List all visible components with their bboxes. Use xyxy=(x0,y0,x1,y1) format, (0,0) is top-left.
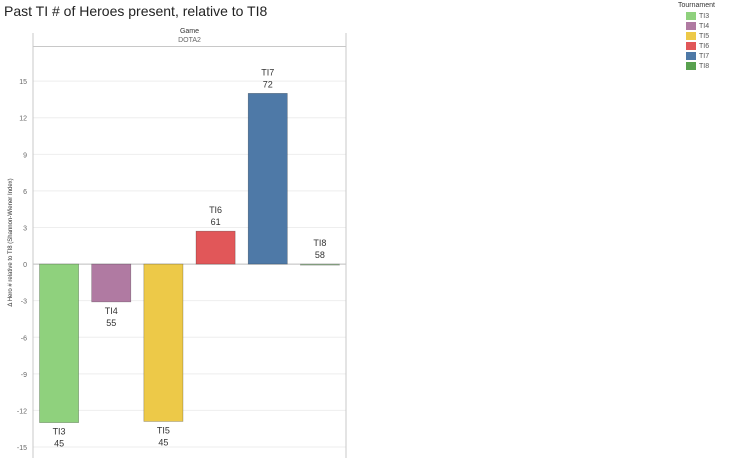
bar-ti7[interactable] xyxy=(247,93,288,265)
bar-label-name: TI7 xyxy=(261,67,274,77)
y-tick-label: -6 xyxy=(21,335,27,342)
legend-swatch xyxy=(686,22,696,30)
legend-swatch xyxy=(686,42,696,50)
bar-ti5[interactable] xyxy=(143,263,184,422)
legend-title: Tournament xyxy=(678,2,715,9)
legend-item-ti3[interactable]: TI3 xyxy=(678,11,715,21)
y-tick-label: -3 xyxy=(21,299,27,306)
chart-title: Past TI # of Heroes present, relative to… xyxy=(4,3,268,19)
bar-ti6[interactable] xyxy=(195,230,236,265)
bar-label-name: TI5 xyxy=(157,425,170,435)
column-header-value: DOTA2 xyxy=(178,37,201,44)
legend-item-ti4[interactable]: TI4 xyxy=(678,21,715,31)
legend: Tournament TI3 TI4 TI5 TI6 TI7 TI8 xyxy=(678,2,715,71)
legend-swatch xyxy=(686,52,696,60)
bar-ti4[interactable] xyxy=(91,263,132,303)
bar-label-name: TI4 xyxy=(105,306,118,316)
bar-label-count: 45 xyxy=(54,439,64,449)
bar-ti3[interactable] xyxy=(39,263,79,423)
bar-label-count: 58 xyxy=(315,250,325,260)
y-axis-label: Δ Hero # relative to TI8 (Shannon-Wiener… xyxy=(8,178,14,306)
y-tick-label: 15 xyxy=(19,79,27,86)
bar-label-count: 72 xyxy=(263,79,273,89)
legend-item-ti8[interactable]: TI8 xyxy=(678,61,715,71)
column-header: Game DOTA2 xyxy=(33,26,346,47)
legend-label: TI8 xyxy=(699,62,710,70)
legend-swatch xyxy=(686,12,696,20)
legend-label: TI3 xyxy=(699,12,710,20)
legend-label: TI6 xyxy=(699,42,710,50)
bar-label-count: 55 xyxy=(106,318,116,328)
bar-label-name: TI8 xyxy=(313,238,326,248)
bar-label-count: 61 xyxy=(211,217,221,227)
legend-label: TI5 xyxy=(699,32,710,40)
legend-label: TI4 xyxy=(699,22,710,30)
y-tick-label: -15 xyxy=(17,445,27,452)
bar-label-name: TI3 xyxy=(53,427,66,437)
y-tick-label: 9 xyxy=(23,152,27,159)
y-tick-label: 0 xyxy=(23,262,27,269)
bar-label-name: TI6 xyxy=(209,205,222,215)
y-tick-label: 12 xyxy=(19,116,27,123)
legend-swatch xyxy=(686,62,696,70)
y-tick-label: -9 xyxy=(21,372,27,379)
legend-swatch xyxy=(686,32,696,40)
bar-label-count: 45 xyxy=(158,437,168,447)
legend-item-ti6[interactable]: TI6 xyxy=(678,41,715,51)
column-header-label: Game xyxy=(179,28,200,35)
y-tick-label: 6 xyxy=(23,189,27,196)
y-tick-label: -12 xyxy=(17,408,27,415)
legend-item-ti7[interactable]: TI7 xyxy=(678,51,715,61)
legend-label: TI7 xyxy=(699,52,710,60)
y-tick-label: 3 xyxy=(23,225,27,232)
legend-item-ti5[interactable]: TI5 xyxy=(678,31,715,41)
bar-ti8[interactable] xyxy=(300,263,340,266)
